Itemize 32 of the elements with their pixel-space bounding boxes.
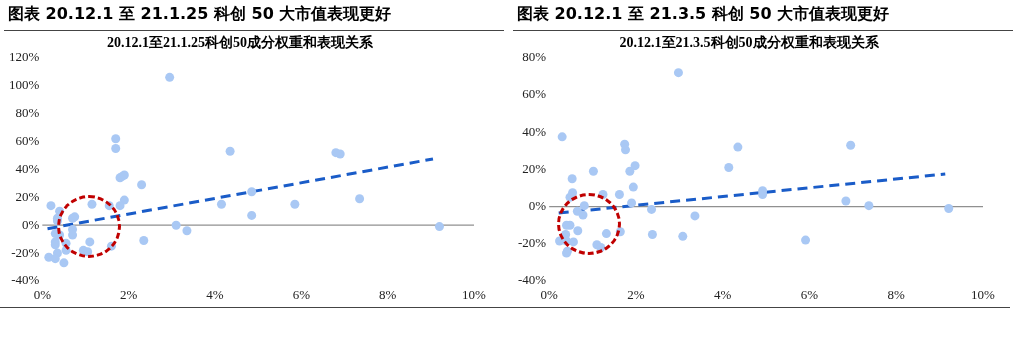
chart-title: 图表 20.12.1 至 21.1.25 科创 50 大市值表现更好 [8, 4, 392, 25]
x-tick-label: 2% [627, 286, 645, 302]
chart-subtitle: 20.12.1至21.1.25科创50成分权重和表现关系 [107, 34, 374, 51]
x-tick-label: 10% [971, 286, 996, 302]
x-tick-label: 2% [119, 286, 138, 302]
y-tick-label: -20% [517, 235, 547, 251]
x-tick-label: 8% [887, 286, 906, 302]
y-tick-label: -40% [517, 272, 547, 288]
y-tick-label: 100% [8, 77, 40, 93]
x-tick-label: 10% [462, 286, 487, 302]
y-tick-label: 60% [522, 86, 547, 102]
y-tick-label: 20% [15, 188, 40, 204]
y-tick-label: -40% [11, 272, 40, 288]
x-tick-label: 4% [206, 286, 224, 302]
chart-title: 图表 20.12.1 至 21.3.5 科创 50 大市值表现更好 [517, 4, 890, 25]
y-tick-label: 80% [522, 49, 547, 65]
x-tick-label: 4% [714, 286, 732, 302]
y-tick-label: 40% [15, 160, 40, 176]
x-tick-label: 0% [33, 286, 52, 302]
y-tick-label: 0% [21, 216, 40, 232]
x-tick-label: 0% [540, 286, 558, 302]
y-tick-label: -20% [11, 244, 40, 260]
y-tick-label: 60% [15, 132, 40, 148]
y-tick-label: 20% [522, 160, 547, 176]
x-tick-label: 6% [800, 286, 819, 302]
x-tick-label: 8% [378, 286, 397, 302]
y-tick-label: 120% [8, 49, 40, 65]
y-tick-label: 40% [522, 123, 547, 139]
x-tick-label: 6% [292, 286, 311, 302]
y-tick-label: 0% [528, 198, 547, 214]
chart-subtitle: 20.12.1至21.3.5科创50成分权重和表现关系 [619, 34, 880, 51]
y-tick-label: 80% [15, 105, 40, 121]
